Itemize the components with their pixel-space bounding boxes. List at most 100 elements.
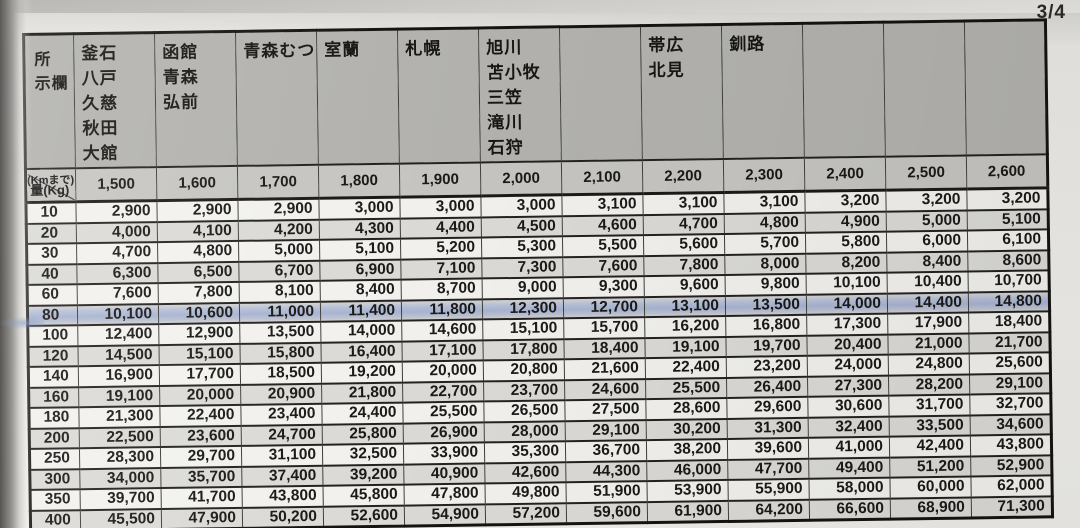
rate-cell: 31,700: [888, 394, 971, 417]
city-name: 帯広: [648, 35, 685, 56]
weight-cell: 300: [29, 468, 81, 490]
rate-cell: 25,500: [402, 401, 485, 424]
rate-cell: 43,800: [970, 434, 1052, 456]
rate-cell: 55,900: [727, 478, 810, 501]
rate-cell: 52,900: [970, 454, 1052, 477]
rate-cell: 12,300: [482, 297, 564, 320]
rate-cell: 31,300: [727, 417, 809, 439]
rate-cell: 5,300: [481, 236, 563, 258]
distance-header-cell: 1,700: [237, 164, 319, 200]
city-name: 札幌: [405, 39, 442, 59]
rate-cell: 7,600: [562, 255, 645, 278]
rate-cell: 53,900: [646, 479, 729, 502]
rate-cell: 38,200: [646, 438, 728, 461]
rate-cell: 30,600: [807, 395, 890, 418]
weight-cell: 400: [30, 509, 81, 528]
rate-cell: 5,700: [724, 232, 806, 255]
rate-cell: 71,300: [971, 495, 1053, 518]
rate-cell: 10,400: [887, 271, 969, 294]
rate-cell: 24,600: [564, 378, 646, 401]
rate-cell: 7,300: [481, 256, 564, 279]
rate-cell: 6,000: [886, 230, 968, 253]
rate-cell: 16,200: [644, 315, 726, 338]
rate-cell: 3,200: [804, 190, 887, 213]
rate-cell: 20,400: [806, 334, 889, 356]
rate-cell: 5,200: [400, 237, 482, 260]
rate-cell: 43,800: [242, 485, 324, 508]
rate-cell: 47,700: [727, 458, 809, 480]
rate-cell: 24,000: [807, 354, 889, 377]
distance-header-cell: 2,600: [966, 153, 1048, 189]
rate-cell: 57,200: [485, 502, 567, 525]
rate-cell: 49,400: [808, 457, 890, 479]
rate-cell: 14,000: [320, 320, 402, 343]
table-head: 所示欄 釜石 八戸 久慈 秋田 大館 函館 青森 弘前 青森むつ 室蘭 札幌 旭川 苫小牧 三笠 滝川 石狩 帯広…: [23, 19, 1048, 203]
rate-cell: 20,900: [240, 383, 322, 405]
city-header-cell: 帯広 北見: [640, 24, 724, 160]
rate-cell: 24,700: [241, 424, 323, 446]
city-header-cell: [802, 22, 886, 158]
weight-cell: 10: [25, 201, 77, 224]
distance-header-cell: 2,200: [642, 158, 724, 194]
rate-cell: 22,400: [645, 356, 727, 379]
rate-cell: 20,000: [402, 360, 484, 383]
rate-cell: 41,000: [808, 436, 890, 459]
distance-header-cell: 2,400: [804, 156, 886, 192]
rate-cell: 47,800: [404, 483, 486, 506]
rate-cell: 30,200: [646, 418, 728, 441]
city-name: 青森: [162, 67, 199, 87]
rate-cell: 5,600: [643, 233, 725, 256]
rate-cell: 9,600: [644, 274, 726, 297]
rate-cell: 33,900: [403, 442, 485, 465]
rate-cell: 7,600: [77, 283, 159, 305]
rate-cell: 41,700: [161, 486, 243, 509]
rate-cell: 8,200: [805, 252, 888, 274]
rate-cell: 24,400: [321, 402, 404, 425]
rate-cell: 23,700: [483, 379, 565, 402]
rate-cell: 26,500: [483, 400, 566, 422]
rate-cell: 18,400: [563, 337, 646, 360]
distance-header-cell: 1,500: [75, 166, 157, 202]
rate-cell: 10,700: [968, 270, 1050, 292]
rate-cell: 51,900: [565, 481, 648, 503]
table-body: 10 2,900 2,900 2,900 3,000 3,000 3,000 3,100 3,1…: [25, 187, 1053, 528]
rate-cell: 5,000: [238, 239, 320, 262]
rate-cell: 28,200: [888, 373, 970, 396]
rate-cell: 32,700: [969, 393, 1052, 415]
rate-cell: 3,200: [966, 187, 1049, 210]
rate-cell: 44,300: [565, 460, 647, 483]
rate-cell: 21,300: [78, 406, 161, 428]
rate-cell: 39,700: [80, 488, 162, 510]
rate-cell: 33,500: [889, 414, 971, 437]
rate-cell: 50,200: [242, 506, 324, 528]
rate-cell: 31,100: [241, 444, 323, 467]
rate-cell: 6,500: [157, 261, 240, 284]
rate-cell: 34,600: [970, 413, 1052, 436]
rate-cell: 12,400: [77, 324, 159, 346]
city-header-cell: [964, 19, 1048, 155]
city-name: 釜石: [81, 43, 118, 64]
rate-cell: 58,000: [808, 477, 891, 500]
rate-cell: 62,000: [970, 475, 1053, 497]
rate-cell: 2,900: [156, 199, 239, 222]
rate-cell: 4,900: [805, 211, 887, 233]
rate-cell: 12,900: [158, 322, 240, 345]
rate-cell: 8,600: [967, 249, 1050, 272]
rate-cell: 4,700: [76, 242, 158, 264]
rate-cell: 19,100: [78, 385, 160, 408]
rate-cell: 37,400: [241, 465, 324, 487]
rate-cell: 10,100: [806, 272, 888, 295]
rate-cell: 7,800: [158, 281, 240, 304]
rate-cell: 23,400: [240, 403, 323, 426]
rate-cell: 7,800: [643, 254, 726, 277]
rate-cell: 29,700: [160, 445, 242, 468]
rate-cell: 49,800: [484, 482, 567, 504]
rate-cell: 42,600: [484, 461, 566, 484]
rate-cell: 3,000: [480, 194, 563, 217]
weight-cell: 160: [28, 386, 79, 408]
rate-cell: 29,100: [969, 372, 1051, 395]
rate-cell: 32,400: [808, 416, 890, 438]
rate-cell: 26,900: [403, 421, 485, 444]
city-header-cell: 函館 青森 弘前: [154, 31, 238, 167]
city-name: 釧路: [729, 34, 766, 54]
